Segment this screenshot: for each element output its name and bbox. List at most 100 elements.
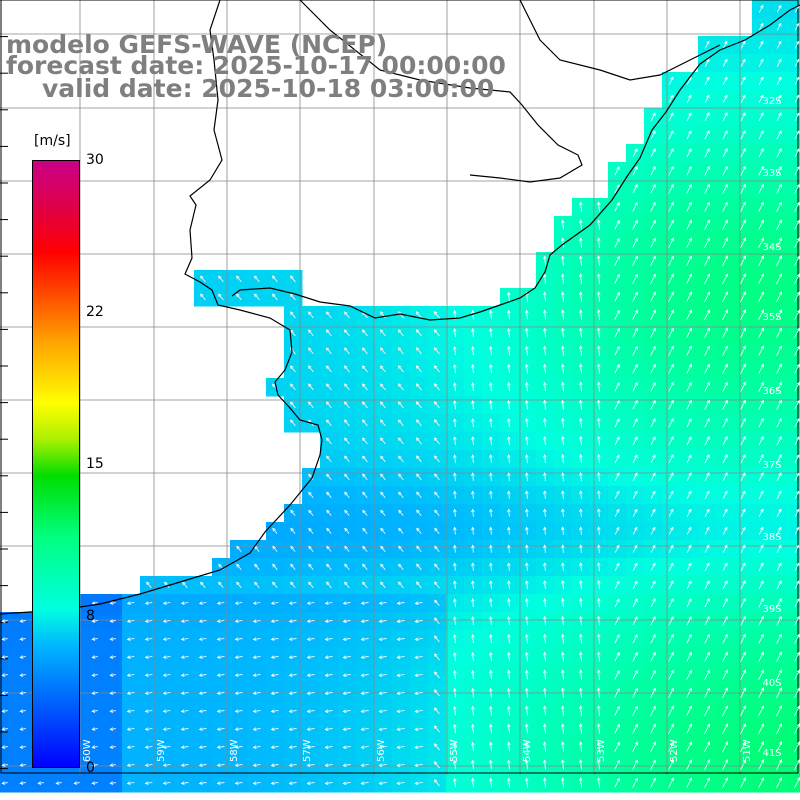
- wind-arrow: [454, 364, 456, 374]
- wind-arrow: [181, 710, 189, 712]
- wind-arrow: [776, 491, 782, 499]
- wind-arrow-head: [634, 598, 638, 602]
- wind-arrow-head: [778, 4, 782, 9]
- wind-arrow-head: [778, 741, 783, 745]
- wind-arrow-head: [489, 345, 493, 350]
- wind-arrow: [794, 202, 800, 212]
- wind-arrow-head: [742, 705, 747, 710]
- wind-arrow: [199, 728, 207, 730]
- wind-arrow-head: [415, 365, 420, 369]
- wind-arrow-head: [414, 781, 419, 785]
- wind-arrow-head: [616, 237, 620, 242]
- wind-arrow-head: [670, 399, 674, 404]
- wind-arrow: [740, 202, 746, 212]
- wind-arrow-head: [507, 615, 511, 620]
- wind-arrow-head: [561, 435, 565, 440]
- wind-arrow-head: [616, 508, 620, 513]
- wind-arrow-head: [344, 473, 348, 478]
- wind-arrow: [704, 77, 710, 85]
- wind-arrow-head: [1, 727, 6, 731]
- wind-arrow: [562, 436, 564, 446]
- wind-arrow: [454, 760, 456, 770]
- wind-arrow-head: [724, 381, 728, 386]
- wind-arrow: [526, 652, 528, 662]
- wind-arrow-head: [306, 673, 311, 677]
- wind-arrow: [272, 581, 278, 589]
- wind-arrow-head: [326, 437, 330, 442]
- wind-arrow-head: [324, 763, 329, 767]
- wind-arrow: [416, 437, 422, 445]
- wind-arrow: [758, 527, 764, 535]
- wind-arrow: [740, 509, 746, 517]
- wind-arrow: [397, 764, 405, 766]
- wind-arrow: [704, 509, 710, 517]
- wind-arrow: [454, 563, 456, 571]
- wind-cell: [788, 324, 800, 343]
- wind-arrow: [434, 329, 440, 337]
- wind-arrow-head: [578, 687, 583, 692]
- wind-arrow: [776, 346, 782, 356]
- wind-arrow-head: [525, 363, 529, 368]
- wind-arrow-head: [343, 347, 348, 352]
- wind-arrow-head: [489, 327, 493, 332]
- wind-arrow-head: [596, 759, 601, 763]
- wind-arrow-head: [416, 581, 420, 586]
- wind-cell: [788, 54, 800, 73]
- wind-arrow: [416, 581, 422, 589]
- wind-arrow-head: [109, 781, 114, 785]
- wind-arrow-head: [324, 745, 329, 749]
- wind-arrow: [472, 491, 474, 499]
- wind-arrow-head: [597, 435, 601, 440]
- wind-arrow: [490, 455, 492, 463]
- wind-arrow-head: [525, 508, 529, 513]
- wind-arrow-head: [578, 219, 583, 224]
- wind-cell: [788, 18, 800, 37]
- wind-arrow: [794, 400, 800, 410]
- wind-arrow-head: [453, 634, 457, 638]
- wind-arrow: [362, 546, 368, 552]
- wind-arrow-head: [670, 130, 674, 134]
- wind-arrow: [740, 77, 746, 85]
- wind-arrow-head: [578, 327, 583, 332]
- wind-arrow-head: [542, 741, 547, 746]
- wind-arrow-head: [414, 763, 419, 767]
- wind-arrow: [686, 184, 692, 194]
- wind-arrow: [472, 616, 474, 626]
- wind-arrow-head: [396, 637, 401, 641]
- wind-arrow-head: [218, 275, 222, 280]
- wind-arrow: [758, 345, 764, 357]
- wind-arrow: [325, 674, 333, 676]
- wind-arrow: [380, 455, 386, 463]
- wind-arrow-head: [652, 327, 656, 332]
- wind-arrow: [794, 472, 800, 482]
- wind-arrow-head: [796, 436, 800, 440]
- wind-arrow-head: [652, 633, 656, 638]
- wind-arrow: [92, 782, 98, 784]
- wind-arrow-head: [397, 347, 402, 351]
- wind-arrow-head: [578, 759, 583, 763]
- wind-arrow: [614, 184, 620, 194]
- wind-arrow: [740, 616, 746, 626]
- wind-arrow-head: [688, 201, 692, 206]
- wind-arrow-head: [760, 759, 765, 763]
- wind-cell: [788, 252, 800, 271]
- wind-arrow-head: [489, 363, 493, 368]
- wind-arrow: [290, 365, 296, 373]
- wind-arrow-head: [361, 365, 366, 370]
- wind-cell: [788, 234, 800, 253]
- wind-arrow: [686, 527, 692, 535]
- wind-arrow: [379, 692, 387, 694]
- wind-arrow: [722, 202, 728, 212]
- wind-arrow-head: [306, 619, 311, 623]
- wind-arrow: [704, 202, 710, 212]
- wind-arrow-head: [109, 673, 114, 677]
- wind-arrow: [508, 436, 510, 446]
- wind-arrow-head: [360, 601, 365, 605]
- wind-arrow: [326, 383, 332, 391]
- wind-arrow-head: [234, 709, 239, 713]
- wind-arrow-head: [252, 727, 257, 731]
- wind-arrow: [686, 472, 692, 482]
- wind-arrow-head: [760, 399, 764, 404]
- lat-label: 39S: [762, 604, 781, 615]
